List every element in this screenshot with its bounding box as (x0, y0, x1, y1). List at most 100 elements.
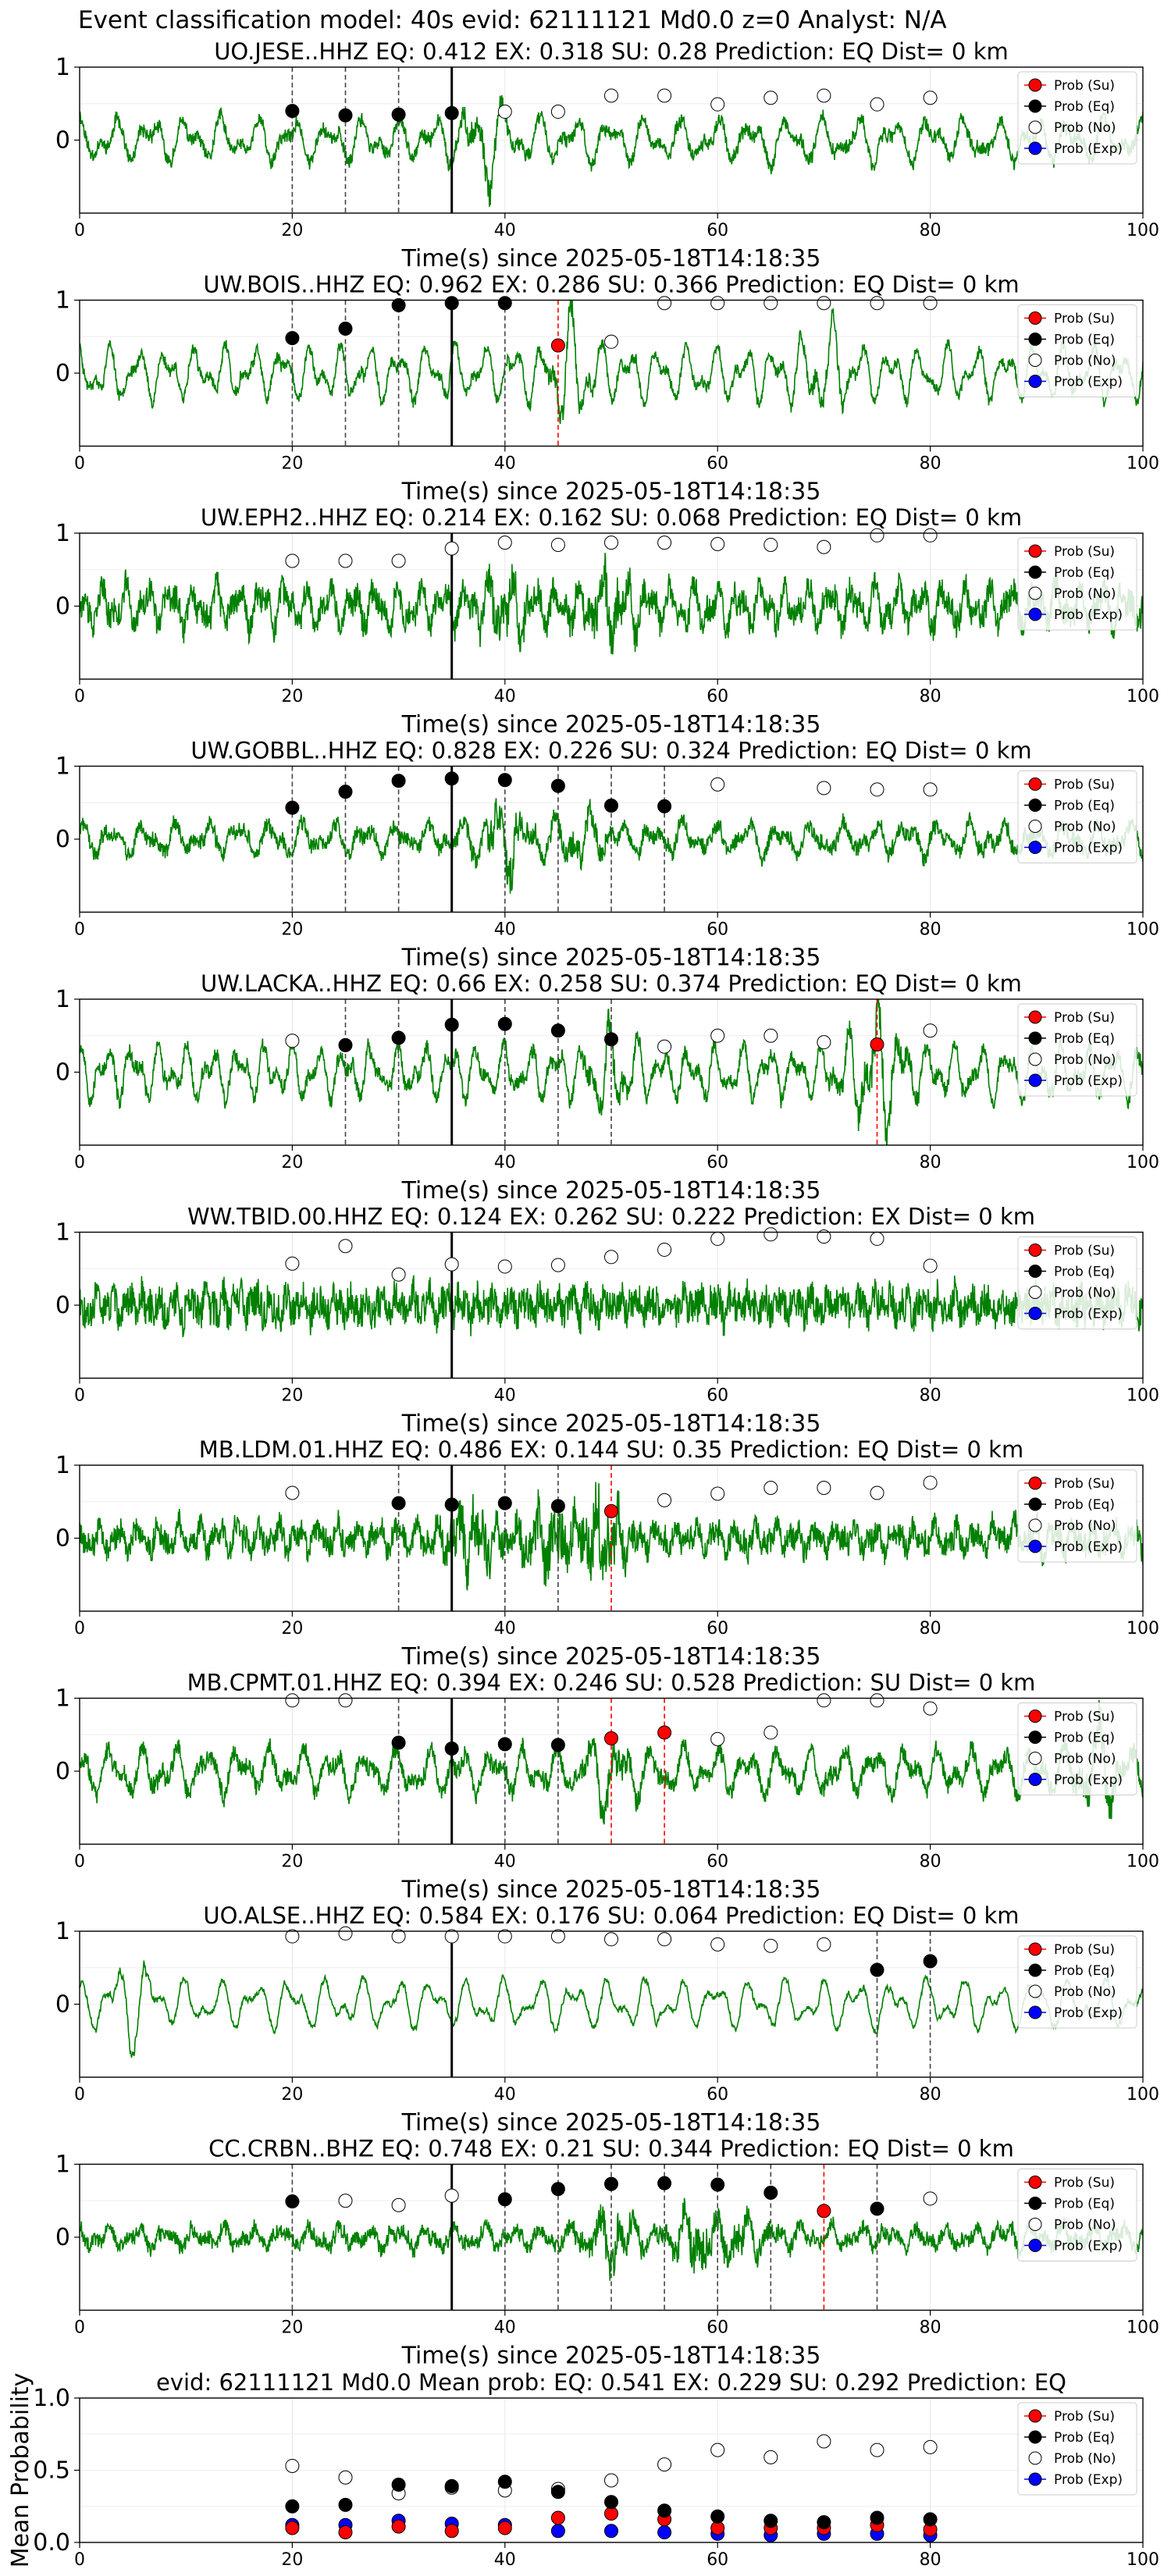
figure-suptitle: Event classification model: 40s evid: 62… (78, 6, 947, 34)
x-tick-label: 40 (494, 687, 516, 706)
prob-point-su (497, 2521, 512, 2535)
waveform-trace (80, 1482, 1143, 1591)
x-tick-label: 80 (920, 2085, 941, 2105)
prob-point-no (870, 1485, 884, 1500)
x-tick-label: 0 (74, 1852, 85, 1872)
prob-point-no (604, 1932, 618, 1947)
prob-point-su (657, 1725, 672, 1740)
legend-label-su: Prob (Su) (1054, 78, 1115, 94)
x-tick-label: 40 (494, 2085, 516, 2105)
prob-point-eq (497, 2475, 512, 2489)
legend-marker-eq (1028, 1265, 1042, 1278)
prob-point-eq (604, 798, 618, 813)
prob-point-eq (444, 1017, 459, 1032)
legend-marker-su (1028, 2176, 1042, 2189)
y-tick-label: 1 (55, 1918, 70, 1945)
x-tick-label: 40 (494, 920, 516, 940)
prob-point-no (710, 97, 725, 112)
prob-point-eq (444, 105, 459, 120)
prob-point-no (923, 1258, 938, 1273)
legend-marker-su (1028, 1010, 1042, 1024)
prob-point-no (338, 1239, 353, 1254)
prob-point-eq (657, 2176, 672, 2190)
y-axis-label: Mean Probability (7, 2373, 34, 2568)
x-tick-label: 100 (1127, 2550, 1159, 2570)
legend-marker-exp (1028, 1307, 1042, 1320)
x-tick-label: 0 (74, 454, 85, 474)
legend-marker-su (1028, 78, 1042, 92)
legend-marker-eq (1028, 1031, 1042, 1045)
prob-point-eq (497, 773, 512, 788)
legend-label-exp: Prob (Exp) (1054, 1307, 1123, 1322)
prob-point-eq (497, 2192, 512, 2207)
prob-point-no (285, 1034, 300, 1048)
prob-point-no (817, 1693, 831, 1708)
prob-point-eq (444, 2478, 459, 2493)
station-panel-9: 0 20 40 60 80 100 0 1 UO.ALSE..HHZ EQ: 0.584 EX:… (55, 1902, 1159, 2137)
y-tick-label: 1 (55, 1685, 70, 1713)
x-tick-label: 40 (494, 1852, 516, 1872)
prob-point-su (604, 1731, 618, 1745)
prob-point-no (657, 2457, 672, 2472)
x-tick-label: 100 (1127, 1386, 1159, 1406)
x-tick-label: 100 (1127, 221, 1159, 240)
prob-point-no (923, 91, 938, 105)
legend-marker-exp (1028, 141, 1042, 155)
x-tick-label: 60 (707, 1153, 728, 1172)
legend-label-exp: Prob (Exp) (1054, 2005, 1123, 2021)
panel-title: MB.LDM.01.HHZ EQ: 0.486 EX: 0.144 SU: 0.… (199, 1436, 1023, 1463)
legend-label-no: Prob (No) (1054, 820, 1116, 835)
prob-point-eq (497, 296, 512, 311)
prob-point-eq (285, 2194, 300, 2209)
prob-point-no (763, 1480, 778, 1495)
prob-point-no (710, 777, 725, 792)
prob-point-no (710, 1028, 725, 1043)
prob-point-no (710, 2443, 725, 2457)
x-tick-label: 100 (1127, 1619, 1159, 1638)
waveform-trace (80, 1960, 1143, 2058)
legend-label-eq: Prob (Eq) (1054, 1497, 1115, 1513)
prob-point-no (923, 782, 938, 797)
y-tick-label: 0 (55, 826, 70, 853)
prob-point-su (870, 1037, 884, 1051)
prob-point-no (817, 2434, 831, 2449)
x-tick-label: 100 (1127, 2318, 1159, 2338)
station-panel-2: 0 20 40 60 80 100 0 1 UW.BOIS..HHZ EQ: 0.962 EX:… (55, 272, 1159, 506)
legend-label-eq: Prob (Eq) (1054, 333, 1115, 348)
prob-point-eq (604, 2495, 618, 2510)
legend-marker-exp (1028, 1539, 1042, 1553)
legend-label-no: Prob (No) (1054, 354, 1116, 369)
prob-point-eq (444, 1742, 459, 1756)
prob-point-eq (444, 296, 459, 311)
prob-point-no (763, 1725, 778, 1740)
waveform-trace (80, 1275, 1143, 1338)
station-panel-7: 0 20 40 60 80 100 0 1 MB.LDM.01.HHZ EQ: 0.486 EX… (55, 1436, 1159, 1670)
legend-label-no: Prob (No) (1054, 2218, 1116, 2233)
legend-marker-no (1028, 586, 1042, 600)
y-tick-label: 1 (55, 1219, 70, 1247)
prob-point-no (338, 2194, 353, 2208)
prob-point-no (923, 528, 938, 543)
legend-label-eq: Prob (Eq) (1054, 2430, 1115, 2446)
prob-point-no (657, 296, 672, 311)
prob-point-no (444, 541, 459, 556)
panel-title: MB.CPMT.01.HHZ EQ: 0.394 EX: 0.246 SU: 0… (187, 1670, 1036, 1696)
legend-label-eq: Prob (Eq) (1054, 565, 1115, 581)
y-tick-label: 0 (55, 1525, 70, 1553)
station-panel-10: 0 20 40 60 80 100 0 1 CC.CRBN..BHZ EQ: 0.748 EX:… (55, 2136, 1159, 2370)
panel-title: UW.BOIS..HHZ EQ: 0.962 EX: 0.286 SU: 0.3… (203, 272, 1019, 298)
prob-point-eq (657, 799, 672, 813)
prob-point-no (657, 88, 672, 103)
x-axis-label: Time(s) since 2025-05-18T14:18:35 (401, 945, 821, 972)
x-tick-label: 0 (74, 1386, 85, 1406)
prob-point-eq (444, 771, 459, 786)
legend-marker-exp (1028, 607, 1042, 621)
y-tick-label: 1 (55, 54, 70, 81)
x-tick-label: 20 (281, 2550, 303, 2570)
y-tick-label: 0 (55, 1292, 70, 1319)
x-tick-label: 60 (707, 1386, 728, 1406)
legend-marker-no (1028, 2451, 1042, 2465)
station-panel-5: 0 20 40 60 80 100 0 1 UW.LACKA..HHZ EQ: 0.66 EX:… (55, 970, 1159, 1204)
x-axis-label: Time(s) since 2025-05-18T14:18:35 (401, 2109, 821, 2137)
legend-marker-su (1028, 311, 1042, 325)
